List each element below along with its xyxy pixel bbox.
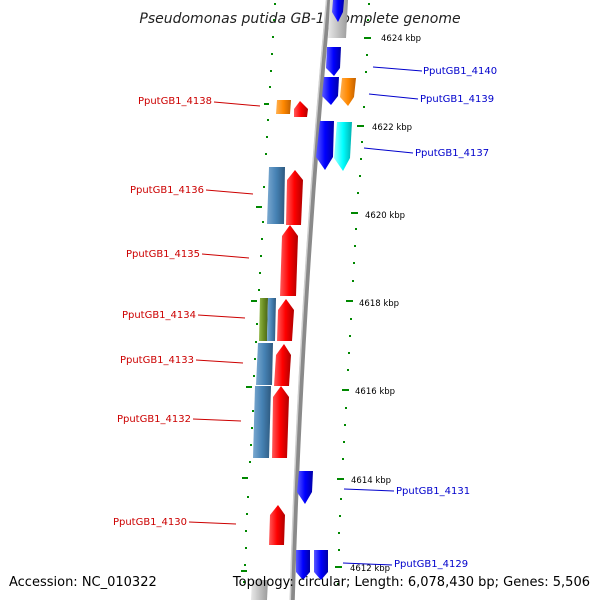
map-title: Pseudomonas putida GB-1, complete genome: [139, 11, 460, 27]
genome-backbone-highlight: [289, 0, 328, 600]
kbp-label: 4614 kbp: [351, 476, 391, 486]
gene-label[interactable]: PputGB1_4136: [130, 185, 204, 196]
gene-label[interactable]: PputGB1_4135: [126, 249, 200, 260]
gene-arrow[interactable]: [267, 298, 276, 341]
gene-arrow[interactable]: [256, 343, 273, 385]
genome-backbone: [289, 0, 332, 600]
gene-label[interactable]: PputGB1_4139: [420, 94, 494, 105]
gene-arrow[interactable]: [274, 344, 291, 386]
gene-label[interactable]: PputGB1_4131: [396, 486, 470, 497]
gene-arrow[interactable]: [269, 505, 285, 545]
forward-strand-genes: [253, 100, 308, 545]
gene-arrow[interactable]: [272, 386, 289, 458]
gene-label[interactable]: PputGB1_4133: [120, 355, 194, 366]
gene-label[interactable]: PputGB1_4140: [423, 66, 497, 77]
gene-arrow[interactable]: [259, 298, 268, 341]
gene-label[interactable]: PputGB1_4129: [394, 559, 468, 570]
gene-label[interactable]: PputGB1_4137: [415, 148, 489, 159]
kbp-label: 4612 kbp: [350, 564, 390, 574]
kbp-label: 4618 kbp: [359, 299, 399, 309]
kbp-scale: 4624 kbp 4622 kbp 4620 kbp 4618 kbp 4616…: [350, 34, 421, 574]
partial-gene: [251, 580, 268, 600]
leader-lines: [188, 66, 423, 566]
gene-arrow[interactable]: [297, 471, 313, 504]
gene-arrow[interactable]: [277, 299, 294, 341]
reverse-strand-genes: [296, 0, 356, 580]
gene-arrow[interactable]: [314, 550, 328, 580]
kbp-label: 4616 kbp: [355, 387, 395, 397]
gene-arrow[interactable]: [322, 77, 339, 105]
right-gene-labels: PputGB1_4140 PputGB1_4139 PputGB1_4137 P…: [394, 66, 497, 570]
gene-arrow[interactable]: [316, 121, 334, 170]
gene-arrow[interactable]: [296, 550, 310, 580]
gene-arrow[interactable]: [267, 167, 285, 224]
gene-arrow[interactable]: [332, 0, 344, 22]
accession-text: Accession: NC_010322: [9, 575, 157, 590]
kbp-label: 4624 kbp: [381, 34, 421, 44]
kbp-label: 4620 kbp: [365, 211, 405, 221]
left-tick-ring: [241, 3, 276, 583]
kbp-label: 4622 kbp: [372, 123, 412, 133]
left-gene-labels: PputGB1_4138 PputGB1_4136 PputGB1_4135 P…: [113, 96, 212, 528]
gene-label[interactable]: PputGB1_4130: [113, 517, 187, 528]
gene-label[interactable]: PputGB1_4134: [122, 310, 196, 321]
gene-arrow[interactable]: [253, 386, 271, 458]
gene-arrow[interactable]: [340, 78, 356, 106]
gene-arrow[interactable]: [294, 101, 308, 117]
gene-arrow[interactable]: [326, 47, 341, 76]
gene-arrow[interactable]: [286, 170, 303, 225]
gene-arrow[interactable]: [334, 122, 352, 171]
gene-label[interactable]: PputGB1_4138: [138, 96, 212, 107]
right-tick-ring: [335, 3, 371, 585]
gene-arrow[interactable]: [280, 225, 298, 296]
topology-text: Topology: circular; Length: 6,078,430 bp…: [232, 575, 590, 590]
gene-arrow[interactable]: [276, 100, 291, 114]
gene-label[interactable]: PputGB1_4132: [117, 414, 191, 425]
